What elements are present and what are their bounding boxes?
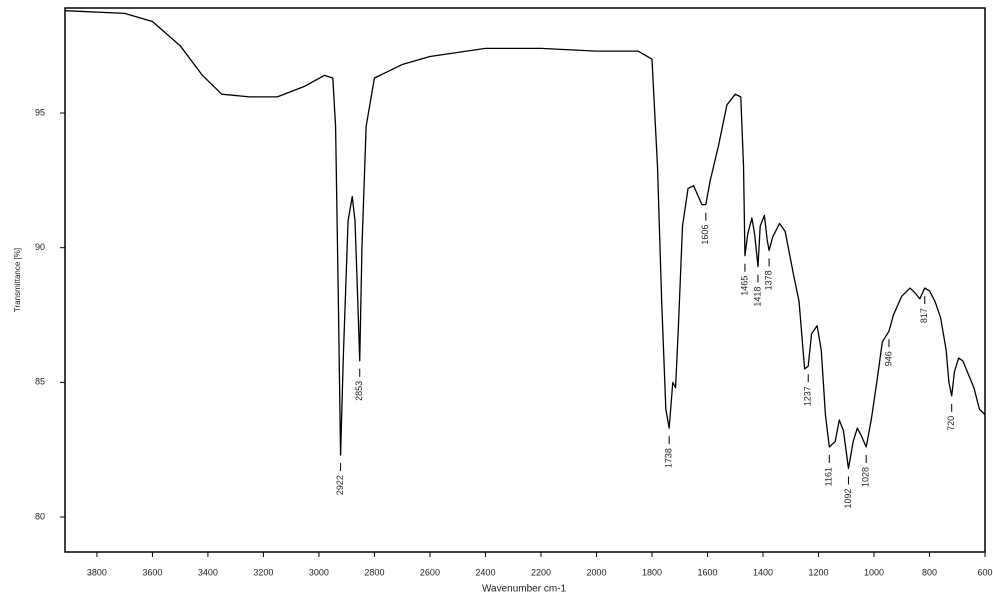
peak-label: 1028 [861, 467, 871, 487]
x-tick-label: 1600 [697, 567, 717, 577]
x-tick-label: 3400 [198, 567, 218, 577]
x-tick-label: 2400 [475, 567, 495, 577]
y-tick-label: 85 [35, 377, 45, 387]
x-tick-label: 3000 [309, 567, 329, 577]
peak-label: 1418 [752, 287, 762, 307]
x-tick-label: 1800 [642, 567, 662, 577]
x-tick-label: 2800 [364, 567, 384, 577]
y-tick-label: 80 [35, 511, 45, 521]
peak-label: 720 [946, 416, 956, 431]
x-tick-label: 1200 [808, 567, 828, 577]
x-tick-label: 1000 [864, 567, 884, 577]
x-tick-label: 800 [922, 567, 937, 577]
peak-label: 1092 [843, 489, 853, 509]
peak-label: 1378 [763, 270, 773, 290]
x-tick-label: 2000 [586, 567, 606, 577]
spectrum-line [64, 10, 986, 470]
x-tick-label: 3800 [87, 567, 107, 577]
peak-label: 2922 [335, 475, 345, 495]
x-tick-label: 3600 [142, 567, 162, 577]
x-tick-label: 600 [977, 567, 992, 577]
y-tick-label: 95 [35, 107, 45, 117]
y-axis-label: Transmittance [%] [13, 248, 22, 312]
x-tick-label: 3200 [253, 567, 273, 577]
x-tick-label: 1400 [753, 567, 773, 577]
plot-frame [64, 7, 986, 553]
peak-label: 1161 [824, 467, 834, 486]
y-tick-label: 90 [35, 242, 45, 252]
peak-label: 1465 [739, 276, 749, 296]
x-tick-label: 2200 [531, 567, 551, 577]
x-tick-label: 2600 [420, 567, 440, 577]
peak-label: 1606 [700, 225, 710, 245]
peak-label: 817 [919, 308, 929, 323]
peak-label: 1738 [664, 448, 674, 468]
x-axis-label: Wavenumber cm-1 [482, 584, 567, 595]
peak-label: 2853 [354, 381, 364, 401]
peak-label: 1237 [803, 386, 813, 406]
peak-label: 946 [883, 351, 893, 366]
